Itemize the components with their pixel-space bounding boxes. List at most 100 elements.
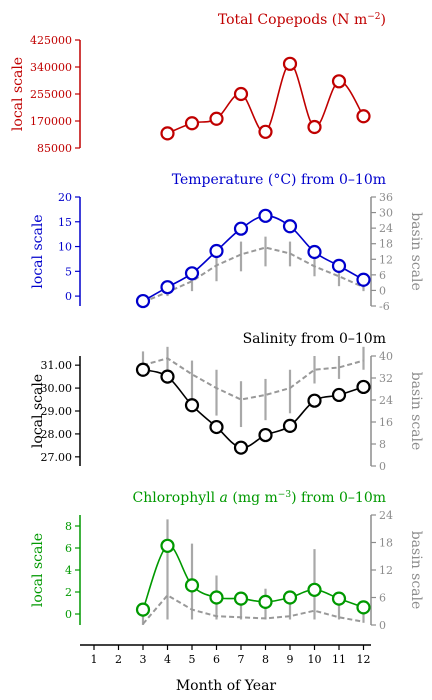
local-data-point [160,538,175,553]
left-tick-label: 425000 [30,34,72,47]
x-tick-label: 9 [287,653,294,666]
x-tick-label: 11 [332,653,346,666]
x-tick-label: 1 [91,653,98,666]
local-data-point [356,600,371,615]
title-superscript: −2 [367,12,380,22]
left-axis-label: local scale [30,374,46,448]
local-data-point [258,427,273,443]
basin-series-line [142,246,364,303]
local-data-point [233,221,249,236]
left-tick-label: 4 [65,564,72,577]
local-data-point [184,578,200,593]
panel-title: Total Copepods (N m−2) [218,12,386,28]
panel-1: Total Copepods (N m−2) 425000 340000 255000… [10,12,386,155]
left-tick-label: 8 [65,520,72,533]
local-data-point [184,266,200,281]
local-data-point [331,591,347,606]
basin-series-line [142,594,364,625]
right-tick-label: 12 [379,253,393,266]
local-data-point [307,119,322,135]
left-tick-label: 29.00 [41,405,73,418]
local-data-point [209,419,224,435]
right-tick-label: 18 [379,238,393,251]
local-data-point [258,594,273,610]
left-tick-label: 30.00 [41,382,73,395]
local-data-point [209,111,224,126]
right-tick-label: 16 [379,416,393,429]
local-data-point [233,86,249,102]
local-data-point [356,109,371,124]
local-data-point [307,244,322,260]
local-data-point [258,124,273,139]
local-series-line [142,368,364,449]
local-data-point [331,387,347,403]
title-text-end: ) from 0–10m [291,490,386,506]
title-text: Temperature (°C) from 0–10m [172,172,386,188]
local-data-point [233,591,249,606]
left-axis-label: local scale [30,214,46,288]
right-tick-label: 0 [379,284,386,297]
panel-4: Chlorophyll a (mg m−3) from 0–10m 8 6 4 2 0 lo… [30,490,424,632]
right-tick-label: 6 [379,269,386,282]
local-data-point [282,219,298,234]
local-data-point [160,126,175,141]
local-data-point [233,440,249,455]
local-data-point [160,280,175,295]
left-tick-label: 255000 [30,88,72,101]
right-tick-label: 24 [379,394,393,407]
right-tick-label: 30 [379,207,393,220]
right-axis-label: basin scale [408,212,424,291]
local-data-point [282,56,298,71]
left-tick-label: 170000 [30,115,72,128]
right-axis-label: basin scale [408,372,424,451]
left-tick-label: 0 [65,608,72,621]
left-tick-label: 31.00 [41,359,73,372]
left-tick-label: 5 [65,265,72,278]
panel-title: Salinity from 0–10m [243,331,386,347]
local-data-point [282,590,298,605]
x-tick-label: 2 [115,653,122,666]
x-tick-label: 4 [164,653,171,666]
local-data-point [307,582,322,597]
local-data-point [135,293,151,309]
left-tick-label: 2 [65,586,72,599]
title-italic: a [220,490,228,506]
left-axis-label: local scale [10,57,26,131]
left-tick-label: 20 [58,191,72,204]
right-tick-label: 32 [379,372,393,385]
local-data-point [331,258,347,273]
local-data-point [356,379,371,395]
local-series-line [142,544,364,610]
panel-2: Temperature (°C) from 0–10m 20 15 10 5 0 local… [30,172,424,313]
local-data-point [356,272,371,287]
left-tick-label: 28.00 [41,428,73,441]
title-text: Chlorophyll [132,490,219,506]
local-data-point [184,398,200,413]
local-series-line [142,215,364,302]
right-tick-label: 36 [379,191,393,204]
local-data-point [282,418,298,433]
left-tick-label: 0 [65,290,72,303]
right-tick-label: 24 [379,222,393,235]
local-data-point [184,116,200,131]
right-tick-label: 8 [379,438,386,451]
title-text: Salinity from 0–10m [243,331,386,347]
right-tick-label: -6 [379,300,390,313]
right-tick-label: 18 [379,537,393,550]
right-tick-label: 0 [379,619,386,632]
right-tick-label: 6 [379,592,386,605]
x-axis-label: Month of Year [176,678,277,694]
right-tick-label: 24 [379,509,393,522]
right-tick-label: 40 [379,350,393,363]
local-data-point [307,393,322,408]
x-tick-label: 7 [238,653,245,666]
x-tick-label: 12 [357,653,371,666]
x-tick-label: 8 [262,653,269,666]
right-tick-label: 12 [379,564,393,577]
title-text: Total Copepods (N m [218,12,367,28]
left-tick-label: 10 [58,241,72,254]
title-text-end: ) [381,12,386,28]
basin-series-line [142,357,364,401]
local-data-point [209,243,224,259]
